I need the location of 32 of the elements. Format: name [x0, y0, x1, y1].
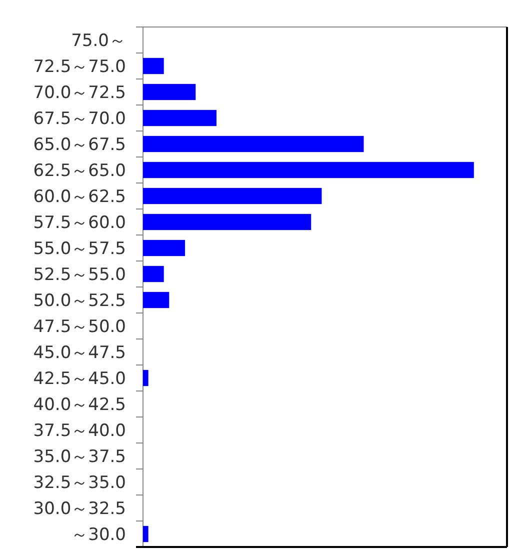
bar	[143, 292, 170, 308]
y-tick-label: 55.0～57.5	[33, 239, 126, 260]
y-tick-label: ～30.0	[71, 525, 126, 546]
bar	[143, 188, 322, 204]
y-tick-label: 37.5～40.0	[33, 421, 126, 442]
y-tick-label: 50.0～52.5	[33, 291, 126, 312]
y-tick-label: 72.5～75.0	[33, 57, 126, 78]
bar	[143, 136, 364, 152]
y-tick-label: 30.0～32.5	[33, 499, 126, 520]
bar	[143, 266, 164, 282]
y-tick-label: 47.5～50.0	[33, 317, 126, 338]
y-tick-label: 45.0～47.5	[33, 343, 126, 364]
bar	[143, 240, 186, 256]
bar	[143, 526, 148, 542]
y-tick-label: 57.5～60.0	[33, 213, 126, 234]
y-tick-label: 75.0～	[71, 31, 126, 52]
y-tick-label: 32.5～35.0	[33, 473, 126, 494]
y-tick-label: 70.0～72.5	[33, 83, 126, 104]
y-tick-label: 60.0～62.5	[33, 187, 126, 208]
bar	[143, 110, 216, 126]
y-tick-label: 35.0～37.5	[33, 447, 126, 468]
bar	[143, 370, 148, 386]
bar	[143, 162, 474, 178]
bar	[143, 58, 164, 74]
y-tick-label: 40.0～42.5	[33, 395, 126, 416]
bar	[143, 84, 196, 100]
y-tick-label: 52.5～55.0	[33, 265, 126, 286]
bar	[143, 214, 312, 230]
y-tick-label: 65.0～67.5	[33, 135, 126, 156]
y-tick-label: 62.5～65.0	[33, 161, 126, 182]
y-tick-label: 42.5～45.0	[33, 369, 126, 390]
y-tick-label: 67.5～70.0	[33, 109, 126, 130]
